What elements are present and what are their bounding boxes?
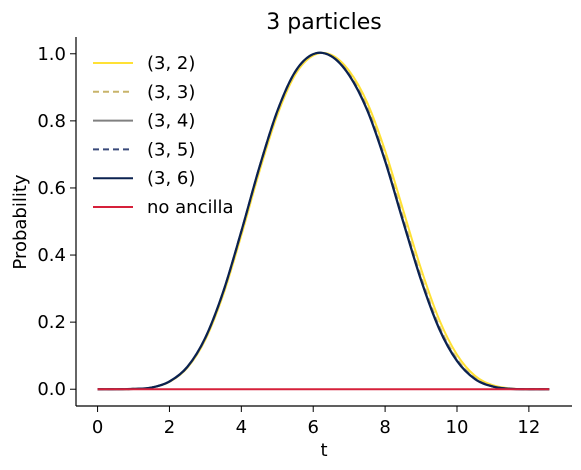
- legend-label: (3, 5): [147, 139, 195, 160]
- y-tick-label: 1.0: [37, 44, 66, 65]
- x-tick-label: 10: [446, 417, 469, 438]
- legend-label: (3, 6): [147, 168, 195, 189]
- series-line: [97, 51, 550, 391]
- series-line: [97, 51, 550, 391]
- legend: (3, 2) (3, 3) (3, 4) (3, 5) (3, 6) no ancilla: [93, 53, 234, 218]
- y-tick-label: 0.6: [37, 178, 66, 199]
- series-lines: [97, 51, 550, 391]
- x-tick-label: 8: [379, 417, 390, 438]
- y-tick-label: 0.0: [37, 379, 66, 400]
- legend-label: no ancilla: [147, 197, 234, 218]
- chart-title: 3 particles: [266, 10, 381, 35]
- series-line: [97, 51, 550, 391]
- x-tick-label: 0: [92, 417, 103, 438]
- y-tick-label: 0.2: [37, 312, 66, 333]
- legend-label: (3, 4): [147, 111, 195, 132]
- x-tick-label: 2: [164, 417, 175, 438]
- x-tick-label: 12: [517, 417, 540, 438]
- y-axis-label: Probability: [10, 174, 31, 269]
- y-tick-label: 0.4: [37, 245, 66, 266]
- x-axis-label: t: [320, 440, 327, 461]
- legend-label: (3, 2): [147, 53, 195, 74]
- y-tick-label: 0.8: [37, 111, 66, 132]
- x-tick-label: 4: [236, 417, 247, 438]
- series-line: [97, 51, 550, 391]
- axis-ticks: 0 2 4 6 8 10 12 0.0 0.2 0.4 0.6 0.8 1.0: [37, 44, 540, 438]
- legend-label: (3, 3): [147, 82, 195, 103]
- series-line: [97, 51, 550, 391]
- x-tick-label: 6: [307, 417, 318, 438]
